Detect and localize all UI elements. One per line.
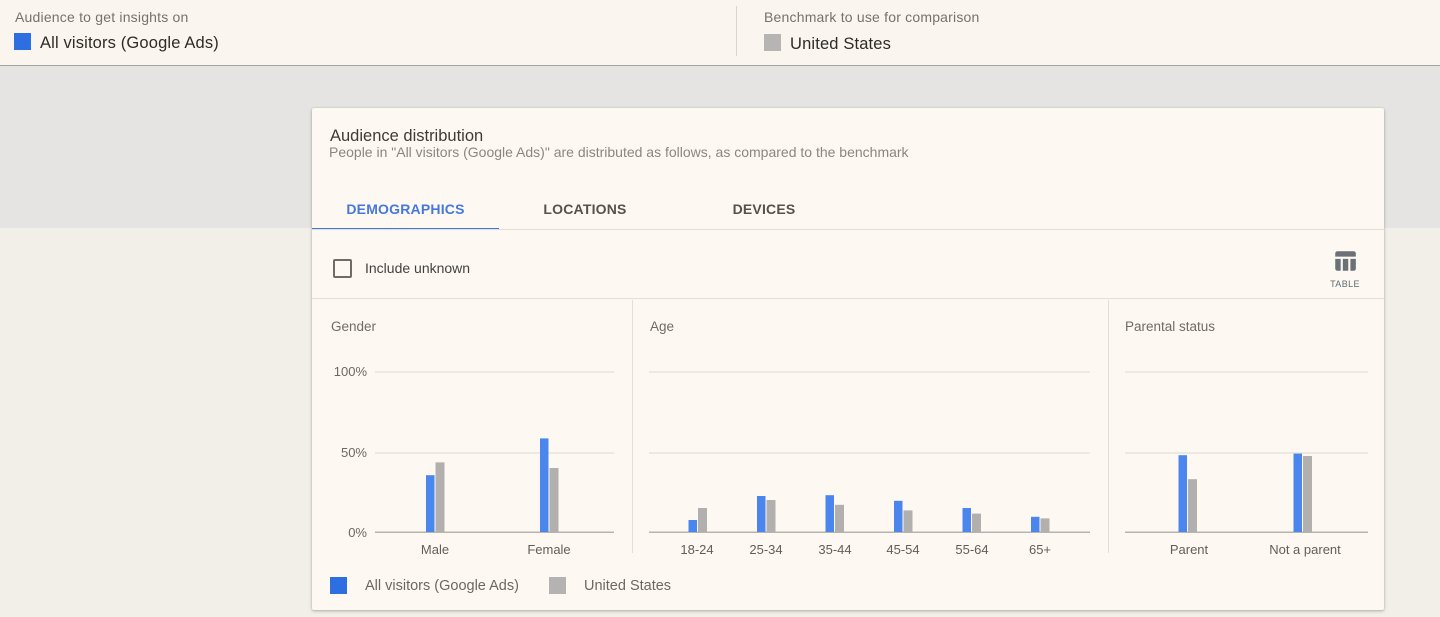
svg-text:Gender: Gender [331, 319, 377, 334]
svg-text:45-54: 45-54 [886, 542, 919, 557]
svg-text:35-44: 35-44 [818, 542, 851, 557]
svg-text:Parent: Parent [1170, 542, 1209, 557]
svg-text:Age: Age [650, 319, 674, 334]
svg-text:100%: 100% [334, 364, 368, 379]
svg-text:25-34: 25-34 [749, 542, 782, 557]
svg-text:United States: United States [584, 578, 671, 594]
svg-text:All visitors (Google Ads): All visitors (Google Ads) [365, 578, 519, 594]
svg-text:0%: 0% [348, 525, 367, 540]
svg-text:Parental status: Parental status [1125, 319, 1215, 334]
svg-text:18-24: 18-24 [680, 542, 713, 557]
svg-text:65+: 65+ [1029, 542, 1051, 557]
svg-text:50%: 50% [341, 445, 367, 460]
svg-text:Not a parent: Not a parent [1269, 542, 1341, 557]
svg-text:55-64: 55-64 [955, 542, 988, 557]
svg-text:Male: Male [421, 542, 449, 557]
svg-text:Female: Female [527, 542, 570, 557]
